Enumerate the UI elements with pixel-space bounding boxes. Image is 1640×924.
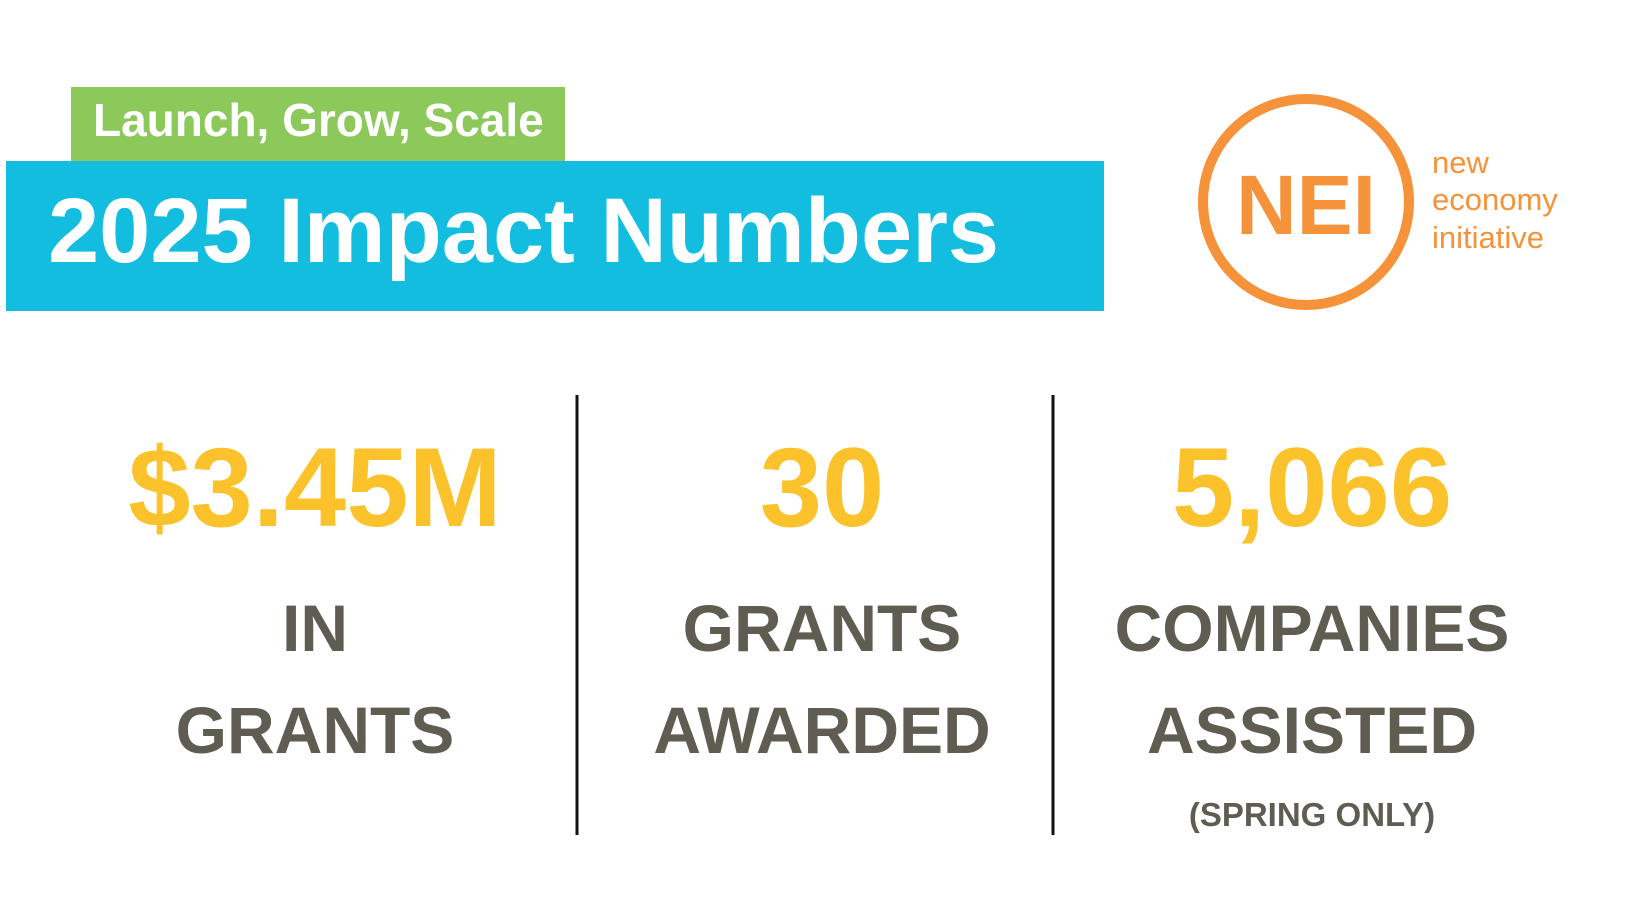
logo-name: new [1432,145,1489,180]
stat-note: (SPRING ONLY) [1189,796,1435,833]
stat-value: 30 [760,425,885,550]
stat-label: ASSISTED [1147,693,1477,767]
stat-label: IN [282,591,348,665]
title-box [6,161,1104,311]
stat-value: $3.45M [128,425,502,550]
tagline-box [71,87,565,161]
logo-name: initiative [1432,220,1544,255]
tagline: Launch, Grow, Scale [93,94,544,146]
stats: $3.45M IN GRANTS 30 GRANTS AWARDED 5,066 COMPAN… [128,425,1509,833]
logo-circle [1198,94,1414,310]
stat-label: GRANTS [683,591,962,665]
logo-abbr: NEI [1236,158,1376,252]
title: 2025 Impact Numbers [48,180,999,282]
stat-value: 5,066 [1172,425,1452,550]
stat-label: AWARDED [653,693,990,767]
stat-label: COMPANIES [1115,591,1510,665]
stat-label: GRANTS [176,693,455,767]
logo-name: economy [1432,182,1558,217]
